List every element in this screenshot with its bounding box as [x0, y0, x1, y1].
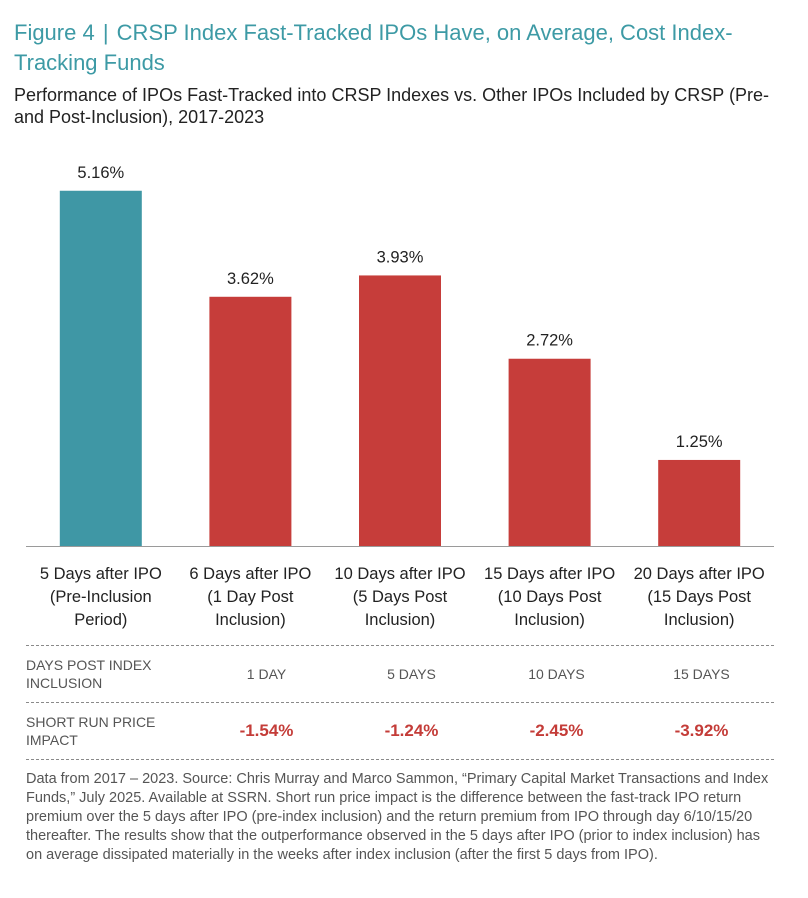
- chart-title: Figure 4 | CRSP Index Fast-Tracked IPOs …: [14, 18, 794, 78]
- category-label: 15 Days after IPO (10 Days Post Inclusion): [484, 565, 615, 629]
- category-label: 5 Days after IPO (Pre-Inclusion Period): [40, 565, 162, 629]
- row-header-impact: SHORT RUN PRICE IMPACT: [26, 714, 156, 748]
- table-cell: -3.92%: [674, 721, 729, 740]
- figure-label: Figure 4: [14, 20, 95, 45]
- data-label: 3.62%: [227, 270, 274, 288]
- table-row-impact: SHORT RUN PRICE IMPACT -1.54% -1.24% -2.…: [26, 702, 774, 760]
- table-cell: -2.45%: [529, 721, 584, 740]
- data-label: 1.25%: [676, 433, 723, 451]
- data-label: 2.72%: [526, 332, 573, 350]
- category-label: 20 Days after IPO (15 Days Post Inclusion): [634, 565, 765, 629]
- bar-chart: 5.16% 5 Days after IPO (Pre-Inclusion Perio…: [26, 164, 774, 629]
- chart-subtitle: Performance of IPOs Fast-Tracked into CR…: [14, 85, 769, 127]
- bar: [508, 358, 591, 546]
- table-row-days: DAYS POST INDEX INCLUSION 1 DAY 5 DAYS 1…: [26, 645, 774, 702]
- title-text: CRSP Index Fast-Tracked IPOs Have, on Av…: [14, 20, 733, 75]
- table-cell: 15 DAYS: [673, 666, 730, 682]
- data-label: 5.16%: [77, 164, 124, 182]
- title-separator: |: [96, 20, 115, 45]
- table-cell: 5 DAYS: [387, 666, 436, 682]
- table-cell: -1.24%: [384, 721, 439, 740]
- category-label: 6 Days after IPO (1 Day Post Inclusion): [189, 565, 311, 629]
- bar: [658, 459, 741, 546]
- impact-table: DAYS POST INDEX INCLUSION 1 DAY 5 DAYS 1…: [26, 645, 774, 760]
- row-header-days: DAYS POST INDEX INCLUSION: [26, 657, 152, 691]
- data-label: 3.93%: [377, 248, 424, 266]
- bar: [59, 190, 142, 546]
- category-label: 10 Days after IPO (5 Days Post Inclusion): [334, 565, 465, 629]
- table-cell: 10 DAYS: [528, 666, 585, 682]
- bar: [359, 275, 441, 546]
- source-note: Data from 2017 – 2023. Source: Chris Mur…: [26, 771, 769, 863]
- bar: [209, 296, 292, 546]
- table-cell: 1 DAY: [246, 666, 287, 682]
- table-cell: -1.54%: [239, 721, 294, 740]
